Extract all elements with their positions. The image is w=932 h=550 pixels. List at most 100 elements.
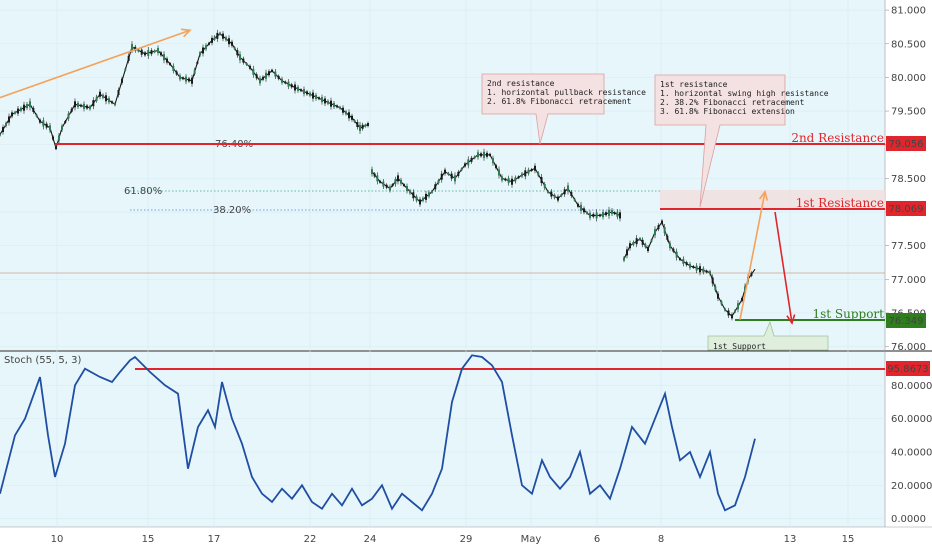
candle-body bbox=[367, 123, 369, 127]
candle-body bbox=[595, 212, 598, 219]
candle-body bbox=[619, 212, 621, 219]
candle-body bbox=[428, 192, 430, 197]
candle-body bbox=[144, 52, 146, 56]
second-resistance-note: 2nd resistance 1. horizontal pullback re… bbox=[481, 73, 646, 145]
candle-body bbox=[32, 107, 35, 112]
candle-body bbox=[727, 310, 730, 316]
candle-body bbox=[55, 147, 57, 150]
candle-body bbox=[239, 54, 241, 61]
candle-body bbox=[504, 178, 507, 181]
candle-body bbox=[464, 163, 466, 167]
candle-body bbox=[741, 298, 743, 302]
candle-body bbox=[629, 243, 631, 249]
time-tick-10: 15 bbox=[842, 534, 855, 545]
candle-body bbox=[309, 92, 311, 96]
candle-body bbox=[501, 176, 503, 181]
svg-text:79.056: 79.056 bbox=[889, 139, 924, 150]
candle-body bbox=[412, 192, 415, 199]
stoch-level-tag: 95.8673 bbox=[886, 361, 930, 376]
time-tick-8: 8 bbox=[658, 534, 664, 545]
candle-body bbox=[731, 314, 733, 319]
candle-body bbox=[211, 37, 213, 43]
candle-body bbox=[514, 177, 517, 182]
candle-body bbox=[330, 100, 332, 107]
time-axis-bg bbox=[0, 527, 932, 550]
forecast-head-1 bbox=[758, 190, 769, 201]
candle-body bbox=[534, 165, 536, 171]
candle-body bbox=[228, 38, 230, 45]
candle-body bbox=[213, 36, 216, 40]
candle-body bbox=[124, 68, 127, 71]
candle-body bbox=[339, 106, 341, 109]
candle-body bbox=[567, 185, 569, 192]
candle-body bbox=[147, 50, 150, 57]
candle-body bbox=[52, 136, 54, 140]
candle-body bbox=[108, 98, 110, 103]
candle-body bbox=[543, 183, 546, 188]
candle-body bbox=[131, 44, 133, 51]
fib-618-label: 61.80% bbox=[124, 186, 162, 197]
candle-body bbox=[188, 78, 190, 82]
candle-body bbox=[86, 105, 88, 109]
candle-body bbox=[318, 97, 320, 100]
candle-body bbox=[616, 211, 619, 217]
candle-body bbox=[434, 184, 437, 190]
candle-body bbox=[20, 107, 22, 111]
candle-body bbox=[440, 173, 443, 180]
candle-body bbox=[321, 97, 323, 103]
stoch-pane bbox=[0, 352, 885, 527]
candle-body bbox=[294, 84, 296, 91]
candle-body bbox=[185, 76, 187, 82]
candle-body bbox=[573, 198, 576, 201]
stoch-tick-3: 20.0000 bbox=[891, 481, 932, 492]
candle-body bbox=[415, 196, 418, 201]
candle-body bbox=[563, 189, 566, 195]
candle-body bbox=[734, 310, 736, 313]
candle-body bbox=[717, 293, 719, 299]
candle-body bbox=[470, 157, 473, 162]
candle-body bbox=[29, 101, 31, 108]
candle-body bbox=[702, 268, 705, 273]
forecast-line-2 bbox=[774, 211, 793, 324]
svg-text:1st Support: 1st Support bbox=[713, 342, 766, 351]
candle-body bbox=[14, 111, 16, 114]
candle-body bbox=[102, 94, 104, 98]
candle-body bbox=[306, 91, 308, 95]
candle-body bbox=[511, 178, 513, 185]
svg-text:76.349: 76.349 bbox=[889, 316, 924, 327]
svg-text:1. horizontal swing high resis: 1. horizontal swing high resistance bbox=[660, 89, 829, 98]
candle-body bbox=[592, 213, 595, 217]
candle-body bbox=[467, 159, 470, 166]
candle-body bbox=[324, 98, 326, 104]
candle-body bbox=[157, 47, 159, 53]
candle-body bbox=[437, 180, 440, 184]
candle-body bbox=[127, 55, 130, 61]
candle-body bbox=[284, 81, 287, 84]
candle-body bbox=[271, 69, 273, 72]
stoch-tick-2: 40.0000 bbox=[891, 448, 932, 459]
candle-body bbox=[205, 45, 207, 50]
candle-body bbox=[255, 74, 258, 79]
candle-body bbox=[336, 105, 338, 108]
candle-body bbox=[2, 127, 4, 133]
candle-body bbox=[483, 151, 485, 158]
candle-body bbox=[391, 184, 394, 187]
candle-body bbox=[61, 125, 63, 130]
forecast-head-0 bbox=[180, 28, 192, 38]
price-tick-5: 78.500 bbox=[891, 174, 926, 185]
candle-body bbox=[5, 123, 7, 127]
candle-body bbox=[259, 78, 261, 84]
candle-body bbox=[140, 49, 143, 55]
candle-body bbox=[348, 112, 350, 119]
candle-body bbox=[450, 173, 453, 179]
candle-body bbox=[403, 184, 405, 187]
candle-body bbox=[602, 212, 604, 218]
candle-body bbox=[679, 258, 681, 261]
candle-body bbox=[45, 123, 48, 128]
candle-body bbox=[67, 113, 70, 119]
candle-body bbox=[359, 124, 361, 131]
candle-body bbox=[447, 172, 450, 175]
price-tick-0: 81.000 bbox=[891, 6, 926, 17]
time-tick-2: 17 bbox=[208, 534, 221, 545]
candle-body bbox=[744, 286, 746, 293]
